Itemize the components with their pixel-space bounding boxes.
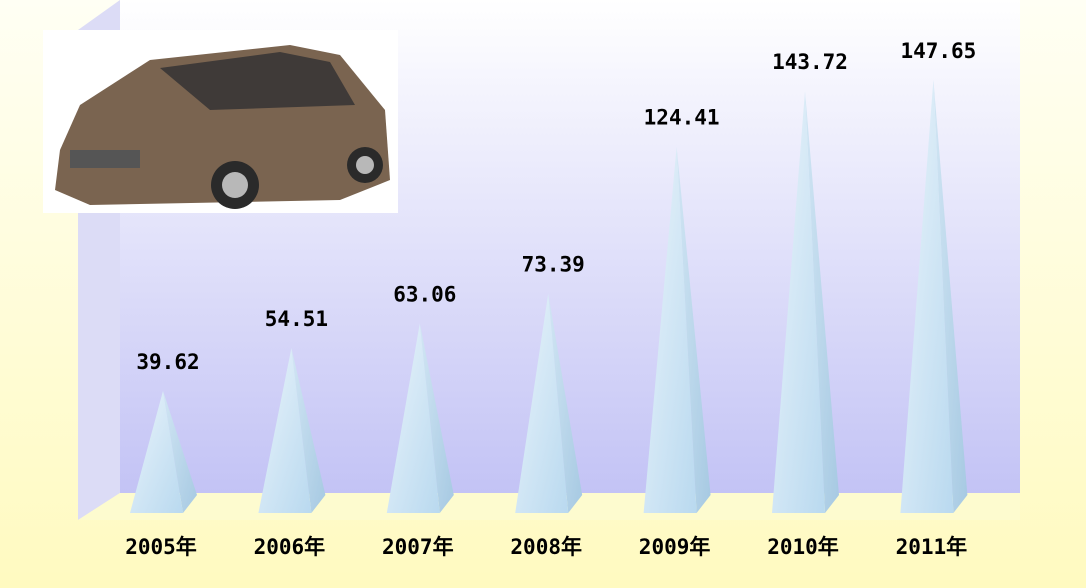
value-label: 143.72 [772, 50, 848, 74]
x-tick-label: 2008年 [510, 535, 582, 559]
x-tick-label: 2007年 [382, 535, 454, 559]
value-label: 73.39 [522, 253, 585, 277]
x-tick-label: 2010年 [767, 535, 839, 559]
x-tick-label: 2011年 [896, 535, 968, 559]
value-label: 63.06 [393, 282, 456, 306]
value-label: 39.62 [136, 350, 199, 374]
car-photo [43, 30, 398, 213]
x-tick-label: 2006年 [254, 535, 326, 559]
value-label: 54.51 [265, 307, 328, 331]
x-tick-label: 2005年 [125, 535, 197, 559]
value-label: 147.65 [900, 39, 976, 63]
x-tick-label: 2009年 [639, 535, 711, 559]
chart: 39.62 2005年 54.51 2006年 63.06 2007年 73.39 2008年… [0, 0, 1086, 588]
value-label: 124.41 [644, 106, 720, 130]
